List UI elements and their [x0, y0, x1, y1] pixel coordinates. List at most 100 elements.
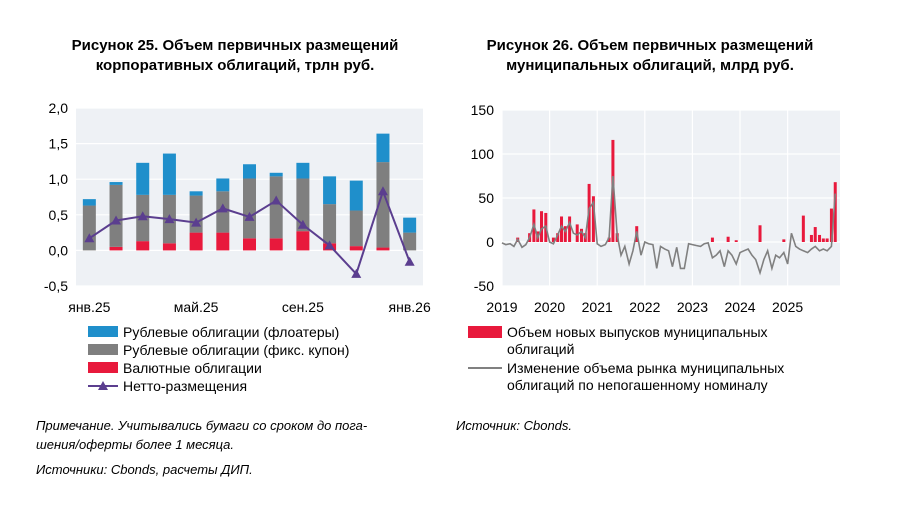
chart2-issue-bar	[801, 215, 805, 242]
chart1-note: Примечание. Учитывались бумаги со сроком…	[36, 416, 446, 454]
chart1-bar-segment	[269, 176, 283, 239]
chart1-ytick-label: 2,0	[49, 100, 69, 116]
chart1-bar-segment	[189, 195, 203, 233]
chart2-issue-bar	[591, 196, 595, 242]
chart2-ytick-label: 150	[471, 102, 495, 118]
chart1-bar-segment	[376, 162, 390, 248]
chart1-bar-segment	[403, 217, 417, 233]
chart1-ytick-label: -0,5	[44, 278, 68, 294]
chart2-issue-bar	[607, 237, 611, 242]
chart2-issue-bar	[551, 237, 555, 242]
chart2-issue-bar	[611, 139, 615, 242]
chart2-issue-bar	[540, 211, 544, 242]
chart1-bar-segment	[136, 162, 150, 195]
chart1-bar-segment	[323, 176, 337, 205]
chart1-bar-segment	[109, 182, 123, 185]
chart1-bar-segment	[296, 162, 310, 179]
chart1-bar-segment	[243, 238, 256, 251]
chart1-bar-segment	[162, 243, 176, 251]
chart2-legend-label: Объем новых выпусков муниципальных	[507, 324, 768, 340]
chart2-ytick-label: -50	[474, 278, 494, 294]
chart1-bar-segment	[349, 246, 363, 251]
chart1-title: Рисунок 25. Объем первичных размещений к…	[20, 36, 450, 76]
chart1-bar-segment	[296, 231, 310, 251]
chart1-legend-marker	[98, 381, 108, 390]
chart2-issue-bar	[575, 224, 579, 242]
chart2-title: Рисунок 26. Объем первичных размещений м…	[440, 36, 860, 76]
chart1-legend-label: Рублевые облигации (фикс. купон)	[123, 342, 349, 358]
chart1-title-line: Рисунок 25. Объем первичных размещений	[71, 37, 399, 54]
chart1-ytick-label: 0,0	[49, 242, 69, 258]
chart1-title-line: корпоративных облигаций, трлн руб.	[95, 57, 375, 74]
chart1-bar-segment	[216, 178, 230, 192]
chart1-net-marker	[217, 203, 228, 213]
chart1-bar-segment	[109, 246, 123, 251]
chart1-net-marker	[191, 217, 202, 227]
chart1-bar-segment	[349, 180, 363, 211]
chart1-note-line: Примечание. Учитывались бумаги со сроком…	[36, 418, 368, 433]
chart1-net-marker	[271, 195, 282, 205]
chart2-legend-label: облигаций по непогашенному номиналу	[507, 377, 768, 393]
chart1-corporate-bonds: -0,5 0,0 0,5 1,0 1,5 2,0 янв.25 май.25 сен.25 янв…	[44, 100, 431, 394]
chart1-bar-segment	[376, 247, 390, 251]
chart1-net-marker	[404, 256, 415, 266]
chart1-bar-segment	[136, 241, 150, 251]
chart2-title-line: муниципальных облигаций, млрд руб.	[506, 57, 794, 74]
chart2-legend-label: Изменение объема рынка муниципальных	[507, 360, 784, 376]
chart1-net-marker	[137, 211, 148, 221]
chart2-issue-bar	[809, 234, 813, 242]
chart1-net-marker	[324, 240, 335, 250]
chart2-issue-bar	[782, 239, 786, 242]
chart1-bar-segment	[323, 204, 337, 244]
chart1-net-marker	[297, 219, 308, 229]
chart1-bar-segment	[376, 133, 390, 163]
chart1-xtick-label: янв.26	[389, 299, 431, 315]
chart2-legend-label: облигаций	[507, 341, 574, 357]
chart2-ytick-label: 0	[486, 234, 494, 250]
chart2-issue-bar	[833, 182, 837, 242]
chart1-xtick-label: май.25	[174, 299, 219, 315]
chart1-legend-swatch	[88, 344, 118, 355]
chart2-xtick-label: 2023	[677, 299, 708, 315]
chart2-issue-bar	[813, 227, 817, 242]
chart1-bar-segment	[82, 199, 96, 206]
chart1-xtick-label: сен.25	[282, 299, 324, 315]
chart1-bar-segment	[269, 238, 283, 251]
chart1-legend-label: Рублевые облигации (флоатеры)	[123, 324, 339, 340]
chart2-xtick-label: 2020	[534, 299, 565, 315]
chart2-issue-bar	[726, 236, 730, 242]
chart1-net-marker	[377, 186, 388, 196]
chart2-ytick-label: 50	[478, 190, 494, 206]
chart2-title-line: Рисунок 26. Объем первичных размещений	[486, 37, 814, 54]
chart1-bar-segment	[349, 210, 363, 247]
chart2-xtick-label: 2022	[629, 299, 660, 315]
chart2-issue-bar	[829, 208, 833, 242]
chart1-legend-swatch	[88, 326, 118, 337]
chart1-bar-segment	[82, 205, 96, 251]
chart1-bar-segment	[162, 153, 176, 195]
chart2-issue-bar	[568, 216, 572, 242]
chart2-market-change-line	[501, 175, 837, 276]
chart1-bar-segment	[403, 232, 417, 251]
chart2-issue-bar	[556, 233, 560, 242]
chart1-ytick-label: 1,0	[49, 171, 69, 187]
chart2-issue-bar	[818, 234, 822, 242]
chart2-xtick-label: 2019	[486, 299, 517, 315]
chart2-issue-bar	[734, 240, 738, 242]
chart2-issue-bar	[821, 238, 825, 242]
chart1-source: Источники: Cbonds, расчеты ДИП.	[36, 462, 253, 477]
chart1-bar-segment	[296, 178, 310, 232]
chart1-net-marker	[84, 233, 95, 243]
chart1-net-marker	[244, 211, 255, 221]
chart1-net-marker	[164, 214, 175, 224]
chart1-legend-swatch	[88, 362, 118, 373]
chart2-source: Источник: Cbonds.	[456, 418, 573, 433]
chart1-bar-segment	[216, 232, 230, 251]
chart2-municipal-bonds: -50 0 50 100 150 2019 2020 2021 2022 2023 2024 2025…	[468, 102, 840, 393]
chart1-ytick-label: 1,5	[49, 136, 69, 152]
chart2-legend-swatch	[468, 326, 502, 338]
chart1-note-line: шения/оферты более 1 месяца.	[36, 437, 235, 452]
chart2-issue-bar	[710, 237, 714, 242]
chart2-issue-bar	[758, 225, 762, 242]
chart1-bar-segment	[269, 172, 283, 177]
